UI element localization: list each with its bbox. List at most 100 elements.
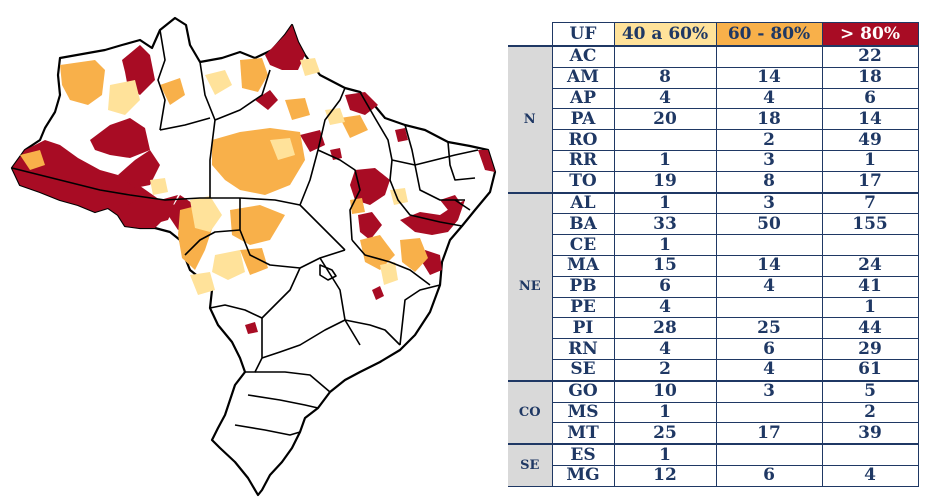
class-high-cell: 1 (821, 296, 919, 319)
table-row: NE AL 1 3 7 (508, 191, 919, 382)
table-row: PE 4 1 (508, 296, 919, 319)
table-row: RO 2 49 (508, 129, 919, 151)
table-row: RN 4 6 29 (508, 338, 919, 360)
class-low-cell: 10 (613, 379, 717, 403)
region-label: N (508, 45, 553, 194)
header-corner (508, 23, 552, 47)
class-mid-cell: 3 (715, 149, 823, 172)
class-high-cell: 39 (821, 422, 919, 445)
region-label: NE (508, 191, 553, 382)
class-low-cell: 8 (613, 66, 717, 89)
table-header-row: UF 40 a 60% 60 - 80% > 80% (508, 22, 919, 47)
class-mid-cell (715, 296, 823, 319)
uf-cell: PA (551, 108, 615, 131)
class-mid-cell: 4 (715, 87, 823, 110)
header-class-high: > 80% (821, 22, 919, 47)
class-low-cell: 15 (613, 254, 717, 277)
uf-cell: PB (551, 275, 615, 298)
uf-cell: PE (551, 296, 615, 319)
class-high-cell (821, 443, 919, 466)
uf-cell: AL (551, 191, 615, 215)
class-high-cell: 7 (821, 191, 919, 215)
class-mid-cell: 4 (715, 358, 823, 382)
class-mid-cell: 50 (715, 213, 823, 236)
uf-cell: CE (551, 234, 615, 256)
class-high-cell: 2 (821, 401, 919, 424)
class-low-cell: 4 (613, 338, 717, 360)
table-row: PB 6 4 41 (508, 275, 919, 298)
table-row: SE 2 4 61 (508, 358, 919, 382)
class-mid-cell: 14 (715, 254, 823, 277)
class-low-cell: 33 (613, 213, 717, 236)
class-high-cell: 5 (821, 379, 919, 403)
table-row: CO GO 10 3 5 (508, 379, 919, 445)
class-mid-cell: 14 (715, 66, 823, 89)
class-mid-cell: 3 (715, 191, 823, 215)
table-row: SE ES 1 (508, 443, 919, 487)
class-mid-cell: 17 (715, 422, 823, 445)
class-mid-cell: 6 (715, 338, 823, 360)
class-low-cell: 1 (613, 191, 717, 215)
class-high-cell: 6 (821, 87, 919, 110)
class-mid-cell (715, 443, 823, 466)
class-mid-cell: 6 (715, 464, 823, 487)
table-row: PA 20 18 14 (508, 108, 919, 131)
class-low-cell: 12 (613, 464, 717, 487)
class-low-cell: 20 (613, 108, 717, 131)
class-mid-cell: 2 (715, 129, 823, 151)
class-high-cell: 1 (821, 149, 919, 172)
class-low-cell: 4 (613, 296, 717, 319)
class-high-cell: 14 (821, 108, 919, 131)
class-low-cell: 25 (613, 422, 717, 445)
table-row: MG 12 6 4 (508, 464, 919, 487)
table-row: PI 28 25 44 (508, 317, 919, 340)
uf-cell: PI (551, 317, 615, 340)
table-row: MS 1 2 (508, 401, 919, 424)
data-table: UF 40 a 60% 60 - 80% > 80% N AC 22 AM 8 14 18 A… (508, 22, 919, 487)
class-mid-cell (715, 401, 823, 424)
table-body: UF 40 a 60% 60 - 80% > 80% N AC 22 AM 8 14 18 A… (508, 22, 919, 487)
uf-cell: AP (551, 87, 615, 110)
class-high-cell (821, 234, 919, 256)
uf-cell: AC (551, 44, 615, 68)
uf-cell: BA (551, 213, 615, 236)
table-row: N AC 22 (508, 44, 919, 194)
class-low-patches (108, 58, 408, 295)
class-mid-cell: 18 (715, 108, 823, 131)
class-high-cell: 41 (821, 275, 919, 298)
table-row: RR 1 3 1 (508, 149, 919, 172)
class-high-cell: 61 (821, 358, 919, 382)
class-high-cell: 29 (821, 338, 919, 360)
class-low-cell: 1 (613, 149, 717, 172)
class-low-cell: 19 (613, 170, 717, 194)
uf-cell: MA (551, 254, 615, 277)
class-low-cell: 1 (613, 234, 717, 256)
uf-cell: MT (551, 422, 615, 445)
table-row: AM 8 14 18 (508, 66, 919, 89)
class-high-cell: 4 (821, 464, 919, 487)
uf-cell: MS (551, 401, 615, 424)
uf-cell: RR (551, 149, 615, 172)
table-row: MT 25 17 39 (508, 422, 919, 445)
class-low-cell (613, 44, 717, 68)
header-class-mid: 60 - 80% (715, 22, 823, 47)
uf-cell: ES (551, 443, 615, 466)
class-low-cell: 2 (613, 358, 717, 382)
class-low-cell: 1 (613, 443, 717, 466)
class-mid-cell: 25 (715, 317, 823, 340)
class-mid-cell (715, 44, 823, 68)
class-high-cell: 49 (821, 129, 919, 151)
class-high-cell: 17 (821, 170, 919, 194)
brazil-map (10, 16, 497, 497)
uf-cell: RN (551, 338, 615, 360)
header-uf: UF (551, 22, 615, 47)
class-mid-cell: 8 (715, 170, 823, 194)
uf-cell: AM (551, 66, 615, 89)
class-mid-cell: 3 (715, 379, 823, 403)
class-high-cell: 22 (821, 44, 919, 68)
class-high-cell: 24 (821, 254, 919, 277)
uf-cell: RO (551, 129, 615, 151)
table-row: TO 19 8 17 (508, 170, 919, 194)
table-row: CE 1 (508, 234, 919, 256)
class-mid-cell (715, 234, 823, 256)
